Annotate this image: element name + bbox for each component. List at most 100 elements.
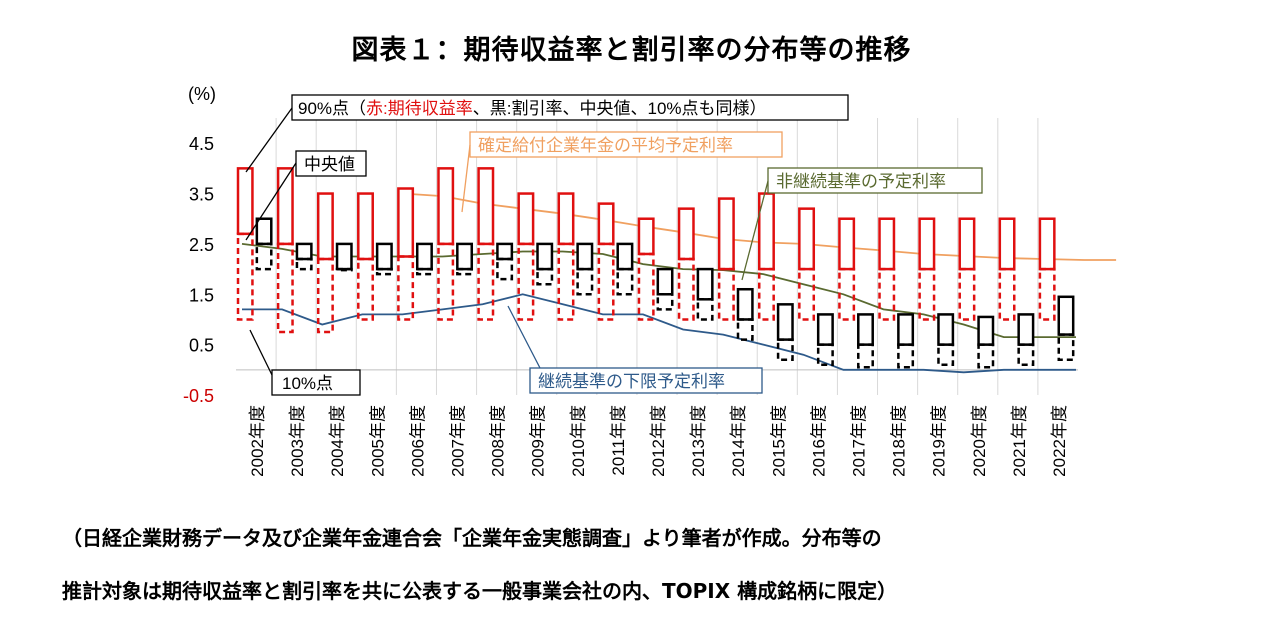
- x-tick-label: 2022年度: [1050, 405, 1069, 477]
- p90-label: 90%点（赤:期待収益率、黒:割引率、中央値、10%点も同様）: [298, 99, 767, 118]
- p90-leader-line: [245, 107, 293, 173]
- discount-rate-upper-box: [977, 315, 995, 346]
- expected-return-upper-box: [717, 197, 735, 271]
- expected-return-upper-box: [597, 202, 615, 246]
- expected-return-lower-box: [597, 242, 615, 321]
- y-tick-label: 3.5: [189, 185, 214, 205]
- discount-rate-lower-box: [1017, 343, 1035, 367]
- continuity-min-leader-line: [507, 305, 541, 369]
- expected-return-lower-box: [878, 267, 896, 321]
- expected-return-upper-box: [397, 187, 415, 258]
- x-tick-label: 2005年度: [368, 405, 387, 477]
- p10-leader-line: [249, 329, 273, 376]
- discount-rate-upper-box: [536, 242, 554, 271]
- x-tick-label: 2013年度: [689, 405, 708, 477]
- y-tick-label: 4.5: [189, 134, 214, 154]
- discount-rate-lower-box: [977, 343, 995, 369]
- continuity-min-label: 継続基準の下限予定利率: [538, 372, 725, 391]
- x-tick-label: 2019年度: [930, 405, 949, 477]
- expected-return-lower-box: [757, 267, 775, 321]
- expected-return-lower-box: [397, 255, 415, 321]
- discount-rate-upper-box: [255, 217, 273, 246]
- discount-rate-lower-box: [776, 338, 794, 361]
- source-note-line-1: （日経企業財務データ及び企業年金連合会「企業年金実態調査」より筆者が作成。分布等…: [62, 526, 882, 550]
- expected-return-lower-box: [236, 232, 254, 321]
- expected-return-upper-box: [357, 192, 374, 261]
- x-tick-label: 2002年度: [248, 405, 267, 477]
- discount-rate-lower-box: [295, 257, 313, 271]
- non-continuity-leader-line: [741, 180, 769, 281]
- x-tick-label: 2015年度: [769, 405, 788, 477]
- discount-rate-upper-box: [816, 313, 834, 346]
- expected-return-upper-box: [316, 192, 334, 261]
- source-note-line-2: 推計対象は期待収益率と割引率を共に公表する一般事業会社の内、TOPIX 構成銘柄…: [62, 579, 898, 603]
- y-tick-label: 0.5: [189, 336, 214, 356]
- discount-rate-upper-box: [857, 313, 874, 346]
- x-tick-label: 2017年度: [849, 405, 868, 477]
- expected-return-lower-box: [1038, 267, 1056, 321]
- discount-rate-upper-box: [656, 267, 674, 296]
- x-tick-label: 2016年度: [809, 405, 828, 477]
- p90-label-box: [291, 94, 849, 121]
- x-tick-label: 2011年度: [609, 405, 628, 476]
- expected-return-lower-box: [958, 267, 976, 321]
- discount-rate-lower-box: [816, 343, 834, 367]
- x-tick-label: 2018年度: [890, 405, 909, 477]
- expected-return-lower-box: [717, 267, 735, 321]
- expected-return-upper-box: [477, 167, 495, 246]
- expected-return-upper-box: [437, 167, 455, 246]
- discount-rate-upper-box: [937, 313, 955, 346]
- expected-return-lower-box: [557, 242, 575, 321]
- discount-rate-upper-box: [295, 242, 313, 261]
- expected-return-upper-box: [838, 217, 856, 271]
- x-tick-label: 2010年度: [569, 405, 588, 477]
- discount-rate-lower-box: [897, 343, 915, 369]
- x-tick-label: 2003年度: [288, 405, 307, 477]
- chart-canvas: -0.5 0.5 1.5 2.5 3.5 4.5 (%) 2002年度 2003年度 2004年度…: [183, 84, 1117, 477]
- expected-return-lower-box: [437, 242, 455, 321]
- expected-return-upper-box: [1038, 217, 1056, 271]
- expected-return-lower-box: [276, 242, 294, 334]
- continuity-min-rate-line: [242, 293, 1076, 374]
- discount-rate-lower-box: [536, 267, 554, 286]
- discount-rate-lower-box: [335, 267, 353, 272]
- discount-rate-lower-box: [937, 343, 955, 367]
- expected-return-upper-box: [757, 192, 775, 271]
- median-label: 中央値: [304, 155, 355, 174]
- expected-return-upper-box: [958, 217, 976, 271]
- x-tick-label: 2014年度: [729, 405, 748, 477]
- p10-label: 10%点: [282, 374, 333, 393]
- expected-return-upper-box: [557, 192, 575, 246]
- expected-return-upper-box: [998, 217, 1016, 271]
- db-average-leader-line: [461, 144, 471, 213]
- x-tick-label: 2012年度: [649, 405, 668, 477]
- x-tick-label: 2008年度: [489, 405, 508, 477]
- discount-rate-upper-box: [1057, 295, 1075, 336]
- discount-rate-lower-box: [496, 257, 514, 281]
- expected-return-upper-box: [677, 207, 695, 261]
- expected-return-upper-box: [918, 217, 936, 271]
- expected-return-lower-box: [477, 242, 495, 321]
- x-tick-label: 2004年度: [328, 405, 347, 477]
- y-unit-label: (%): [188, 84, 216, 104]
- expected-return-upper-box: [798, 207, 816, 271]
- p10-label-box: [271, 369, 361, 396]
- discount-rate-lower-box: [857, 343, 874, 369]
- discount-rate-upper-box: [696, 267, 714, 301]
- expected-return-upper-box: [517, 192, 535, 246]
- discount-rate-upper-box: [335, 242, 353, 271]
- discount-rate-lower-box: [616, 267, 634, 296]
- non-continuity-label: 非継続基準の予定利率: [776, 172, 946, 191]
- non-continuity-label-box: [767, 167, 983, 194]
- discount-rate-upper-box: [1017, 313, 1035, 346]
- discount-rate-upper-box: [897, 313, 915, 346]
- median-leader-line: [245, 162, 297, 241]
- y-tick-label: 2.5: [189, 235, 214, 255]
- x-tick-label: 2007年度: [449, 405, 468, 477]
- x-tick-label: 2021年度: [1010, 405, 1029, 477]
- discount-rate-upper-box: [616, 242, 634, 271]
- chart-title: 図表１：期待収益率と割引率の分布等の推移: [351, 35, 912, 66]
- x-tick-label: 2006年度: [408, 405, 427, 477]
- expected-return-upper-box: [878, 217, 896, 271]
- discount-rate-upper-box: [776, 303, 794, 341]
